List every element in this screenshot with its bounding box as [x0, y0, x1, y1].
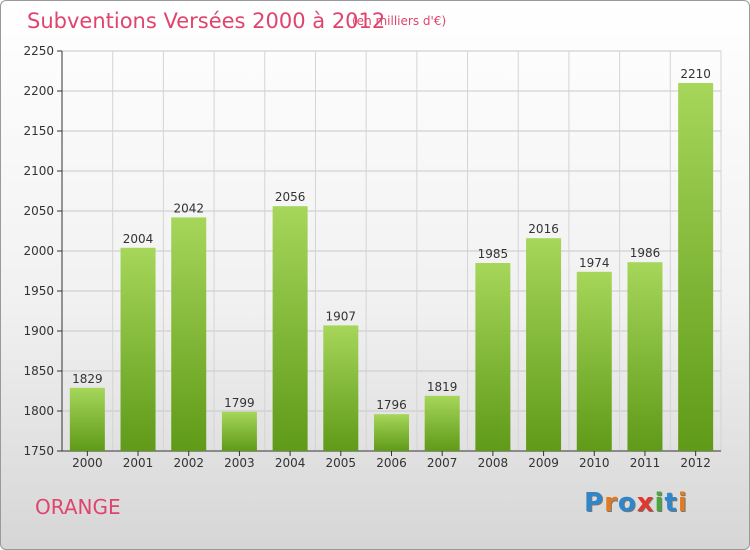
- y-tick-label: 2000: [23, 244, 54, 258]
- logo-letter: i: [654, 488, 665, 518]
- y-tick-label: 1850: [23, 364, 54, 378]
- data-labels: 1829 2004 2042 1799 2056 1907 1796 1819 1985 2016…: [72, 67, 711, 412]
- logo-letter: i: [677, 488, 688, 518]
- bar-value-label: 2004: [123, 232, 154, 246]
- x-tick-label: 2009: [528, 456, 559, 470]
- x-tick-label: 2001: [123, 456, 154, 470]
- bar-value-label: 1907: [326, 309, 357, 323]
- bar-value-label: 2056: [275, 190, 306, 204]
- logo-letter: t: [664, 488, 678, 518]
- chart-title: Subventions Versées 2000 à 2012: [27, 9, 386, 33]
- bar-value-label: 1799: [224, 396, 255, 410]
- chart-subtitle: (en milliers d'€): [352, 14, 447, 28]
- y-tick-label: 1800: [23, 404, 54, 418]
- x-tick-label: 2011: [630, 456, 661, 470]
- bar: [272, 206, 308, 451]
- bar: [576, 271, 612, 451]
- x-tick-label: 2005: [326, 456, 357, 470]
- y-tick-label: 2050: [23, 204, 54, 218]
- bar: [424, 395, 460, 451]
- x-tick-label: 2010: [579, 456, 610, 470]
- y-tick-label: 1950: [23, 284, 54, 298]
- y-tick-label: 2150: [23, 124, 54, 138]
- logo-letter: o: [617, 488, 637, 518]
- y-tick-label: 2100: [23, 164, 54, 178]
- bar: [475, 263, 511, 451]
- y-tick-label: 2250: [23, 44, 54, 58]
- bar-value-label: 1974: [579, 256, 610, 270]
- bar-value-label: 1829: [72, 372, 103, 386]
- bar-value-label: 1985: [478, 247, 509, 261]
- bar: [171, 217, 207, 451]
- y-tick-label: 2200: [23, 84, 54, 98]
- x-tick-label: 2002: [173, 456, 204, 470]
- x-tick-label: 2004: [275, 456, 306, 470]
- logo-letter: x: [636, 488, 655, 518]
- bar: [69, 387, 105, 451]
- bar: [374, 414, 409, 451]
- bar: [627, 262, 663, 451]
- bar-value-label: 2016: [528, 222, 559, 236]
- bar-value-label: 1986: [630, 246, 661, 260]
- x-tick-label: 2008: [478, 456, 509, 470]
- proxiti-logo: Proxiti: [584, 488, 688, 518]
- x-tick-label: 2003: [224, 456, 255, 470]
- bar-value-label: 1796: [376, 398, 407, 412]
- x-tick-label: 2006: [376, 456, 407, 470]
- x-tick-label: 2012: [680, 456, 711, 470]
- y-tick-label: 1900: [23, 324, 54, 338]
- bar-value-label: 2042: [173, 201, 204, 215]
- bars: [69, 83, 714, 451]
- x-tick-label: 2000: [72, 456, 103, 470]
- grid-lines: [61, 50, 722, 452]
- bar: [323, 325, 359, 451]
- bar: [526, 238, 562, 451]
- logo-letter: r: [604, 488, 618, 518]
- bar: [678, 83, 714, 451]
- logo-letter: P: [584, 488, 605, 518]
- bar: [120, 247, 156, 451]
- bar: [221, 411, 257, 451]
- bar-value-label: 2210: [680, 67, 711, 81]
- commune-name: ORANGE: [35, 495, 121, 519]
- y-tick-label: 1750: [23, 444, 54, 458]
- x-tick-label: 2007: [427, 456, 458, 470]
- bar-value-label: 1819: [427, 380, 458, 394]
